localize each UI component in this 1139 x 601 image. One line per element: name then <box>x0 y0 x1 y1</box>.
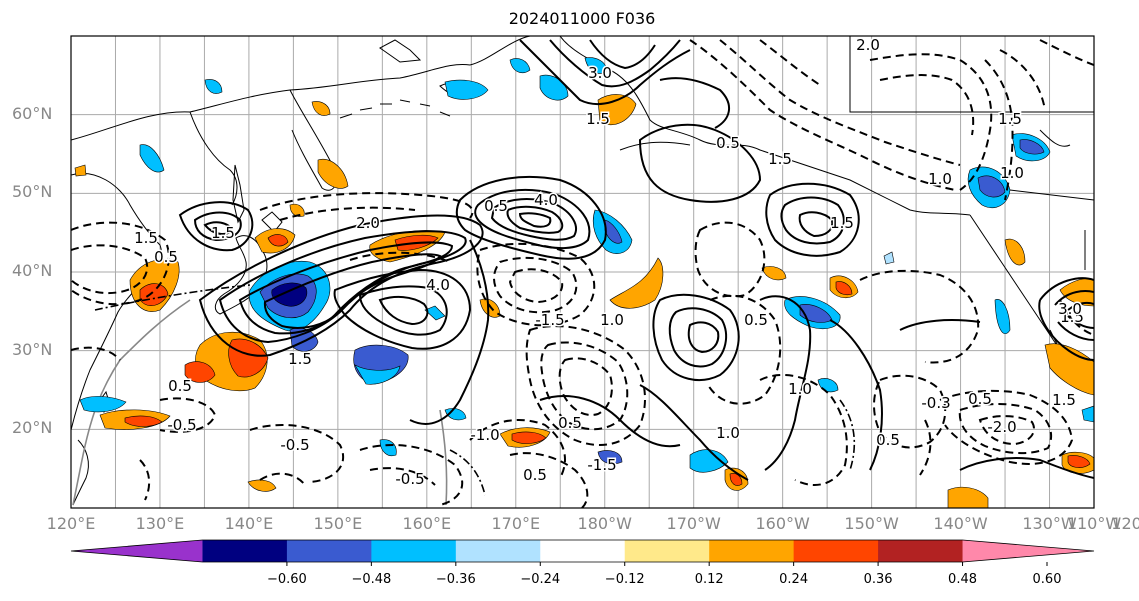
latitude-label: 30°N <box>12 339 53 359</box>
colorbar-bin <box>878 540 964 562</box>
colorbar-tick-label: −0.48 <box>351 572 392 587</box>
map-frame <box>70 35 1095 509</box>
longitude-label: 170°E <box>491 514 541 533</box>
latitude-label: 20°N <box>12 418 53 438</box>
longitude-label: 130°E <box>135 514 185 533</box>
longitude-label: 140°E <box>224 514 274 533</box>
colorbar-tick-label: −0.12 <box>604 572 645 587</box>
page-title: 2024011000 F036 <box>508 9 656 28</box>
longitude-label: 180°W <box>577 514 632 533</box>
contour-label: 0.5 <box>558 414 582 432</box>
contour-label: 2.0 <box>856 36 880 54</box>
latitude-label: 50°N <box>12 182 53 202</box>
colorbar-bin <box>540 540 626 562</box>
contour-label: -1.0 <box>470 426 499 444</box>
colorbar-tick-label: −0.24 <box>520 572 561 587</box>
contour-label: 0.5 <box>876 431 900 449</box>
longitude-label: 150°W <box>844 514 899 533</box>
contour-label: 1.0 <box>928 170 952 188</box>
colorbar <box>70 539 1095 566</box>
dashdot-contours <box>94 284 856 496</box>
colorbar-bin <box>71 540 203 562</box>
contour-label: 0.5 <box>744 311 768 329</box>
contour-label: -0.3 <box>921 394 950 412</box>
colorbar-tick-label: 0.24 <box>779 572 809 587</box>
colorbar-tick-label: 0.12 <box>694 572 724 587</box>
contour-label: 0.5 <box>154 248 178 266</box>
colorbar-bin <box>202 540 288 562</box>
colorbar-bin <box>286 540 372 562</box>
colorbar-tick-label: 0.36 <box>863 572 893 587</box>
contour-label: 1.5 <box>998 110 1022 128</box>
colorbar-bin <box>793 540 879 562</box>
colorbar-tick-label: −0.60 <box>266 572 307 587</box>
latitude-label: 40°N <box>12 261 53 280</box>
contour-label: 0.5 <box>716 134 740 152</box>
contour-label: 3.0 <box>1058 300 1082 318</box>
colorbar-bin <box>371 540 457 562</box>
contour-label: -1.5 <box>587 456 616 474</box>
colorbar-tick-label: 0.60 <box>1032 572 1062 587</box>
colorbar-bin <box>624 540 710 562</box>
contour-label: -0.5 <box>167 416 196 434</box>
contour-label: 3.0 <box>588 64 612 82</box>
longitude-label: 170°W <box>666 514 721 533</box>
contour-label: 1.0 <box>788 380 812 398</box>
colorbar-bin <box>962 540 1094 562</box>
contour-label: 1.5 <box>211 224 235 242</box>
longitude-label: 160°E <box>402 514 452 533</box>
contour-labels: 2.02.01.51.50.50.50.5-0.5-1.53.04.04.01.… <box>133 36 1086 490</box>
contour-label: 0.5 <box>523 466 547 484</box>
contour-label: 4.0 <box>534 191 558 209</box>
longitude-label: 160°W <box>755 514 810 533</box>
contour-label: 1.5 <box>768 150 792 168</box>
contour-label: 1.0 <box>716 424 740 442</box>
contour-label: 1.5 <box>830 214 854 232</box>
longitude-label: 110°W <box>1066 514 1122 533</box>
contour-label: 0.5 <box>484 197 508 215</box>
colorbar-tick-label: 0.48 <box>948 572 978 587</box>
latitude-label: 60°N <box>12 103 53 123</box>
longitude-label: 140°W <box>933 514 988 533</box>
longitude-label: 130°W <box>1022 514 1077 533</box>
colorbar-outline <box>70 539 1095 563</box>
contour-label: 1.5 <box>1052 391 1076 409</box>
contour-label: 4.0 <box>426 276 450 294</box>
contour-label: 1.0 <box>600 311 624 329</box>
colorbar-bin <box>709 540 795 562</box>
contour-label: 2.0 <box>356 214 380 232</box>
longitude-label: 120°E <box>46 514 96 533</box>
negative-contours <box>71 39 1094 508</box>
contour-label: 0.5 <box>968 390 992 408</box>
contour-label: 1.5 <box>586 110 610 128</box>
contour-label: 1.5 <box>134 229 158 247</box>
colorbar-bin <box>455 540 541 562</box>
contour-label: 1.5 <box>1060 308 1084 326</box>
colorbar-tick-label: −0.36 <box>435 572 476 587</box>
longitude-label: 120°W <box>1111 514 1139 533</box>
contour-label: -2.0 <box>987 418 1016 436</box>
contour-label: -0.5 <box>395 470 424 488</box>
contour-label: -1.5 <box>535 311 564 329</box>
contour-label: 1.0 <box>1000 164 1024 182</box>
contour-label: 0.5 <box>168 377 192 395</box>
longitude-label: 150°E <box>313 514 363 533</box>
contour-label: -0.5 <box>280 436 309 454</box>
contour-label: 1.5 <box>288 350 312 368</box>
